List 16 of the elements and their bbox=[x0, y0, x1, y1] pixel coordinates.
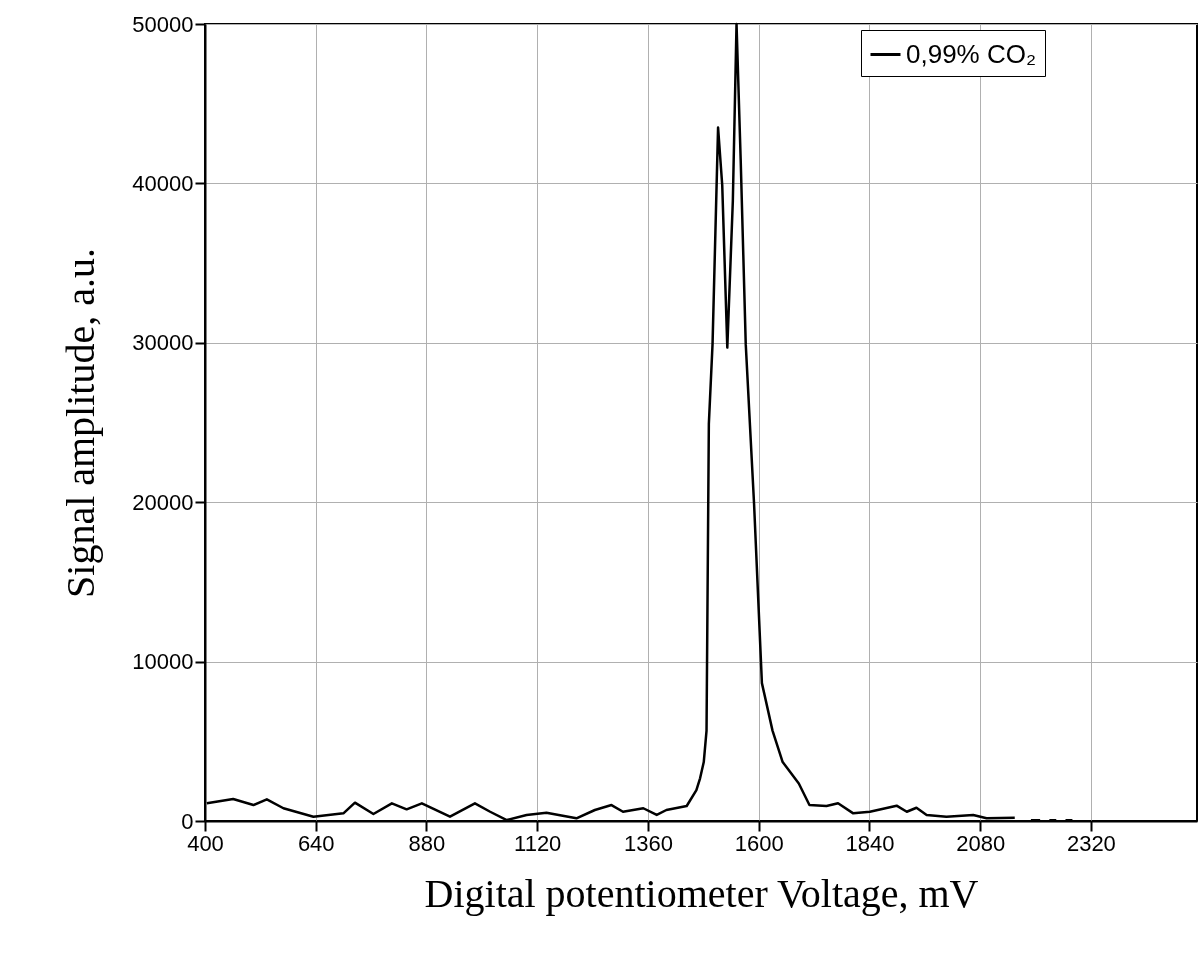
x-tick-label: 1360 bbox=[623, 830, 673, 856]
x-tick-label: 880 bbox=[408, 830, 446, 856]
x-tick-label: 640 bbox=[297, 830, 335, 856]
x-tick-label: 2080 bbox=[956, 830, 1006, 856]
y-tick-label: 50000 bbox=[132, 11, 194, 37]
y-tick-label: 10000 bbox=[132, 649, 194, 675]
legend-label: 0,99% CO₂ bbox=[906, 38, 1037, 69]
y-axis-title: Signal amplitude, a.u. bbox=[58, 248, 104, 598]
x-axis-title: Digital potentiometer Voltage, mV bbox=[424, 870, 979, 916]
y-tick-label: 40000 bbox=[132, 170, 194, 196]
x-tick-label: 1840 bbox=[845, 830, 895, 856]
x-tick-label: 1120 bbox=[514, 830, 562, 856]
y-tick-label: 20000 bbox=[132, 489, 194, 515]
x-tick-label: 2320 bbox=[1066, 830, 1116, 856]
y-tick-label: 30000 bbox=[132, 330, 194, 356]
x-tick-label: 1600 bbox=[734, 830, 784, 856]
